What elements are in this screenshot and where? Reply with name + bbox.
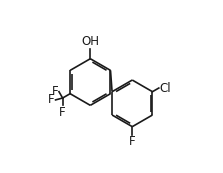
- Text: F: F: [48, 93, 55, 106]
- Text: F: F: [129, 135, 136, 148]
- Text: F: F: [52, 85, 58, 98]
- Text: Cl: Cl: [160, 81, 171, 94]
- Text: F: F: [59, 106, 66, 119]
- Text: OH: OH: [81, 35, 99, 48]
